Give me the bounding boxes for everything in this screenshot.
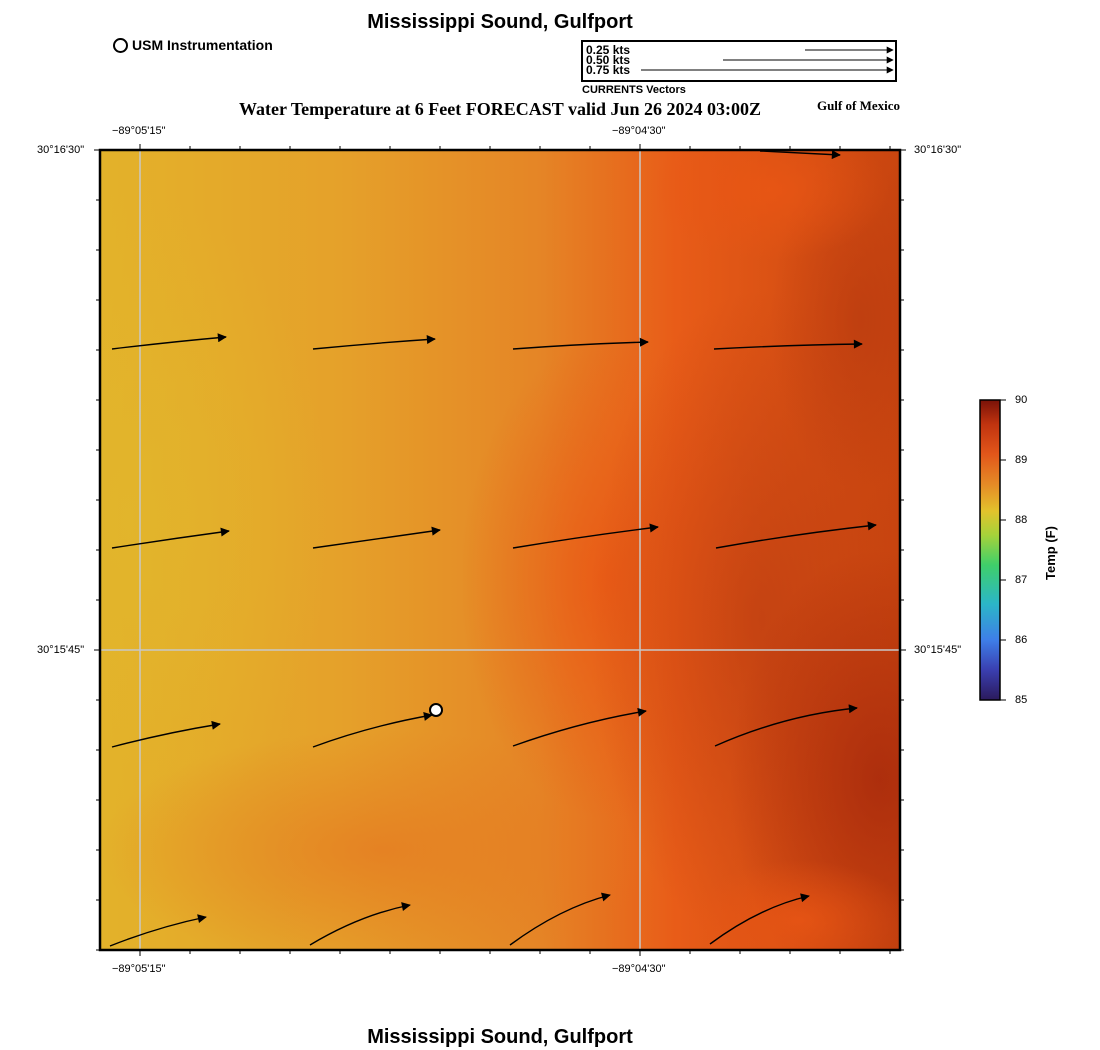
current-vector <box>512 707 647 747</box>
lon-label-bottom-1: −89°05'15" <box>112 963 166 975</box>
current-vectors <box>109 150 877 947</box>
usm-station-marker <box>429 703 443 717</box>
current-vector <box>512 523 659 549</box>
colorbar-tick-85: 85 <box>1015 694 1028 706</box>
lat-label-right-1: 30°16'30" <box>914 144 962 156</box>
map-title-top: Mississippi Sound, Gulfport <box>367 11 633 33</box>
lat-label-left-2: 30°15'45" <box>37 644 85 656</box>
current-vector <box>512 337 649 350</box>
current-vector <box>714 704 858 747</box>
current-vector <box>713 339 863 350</box>
vector-legend-arrows <box>641 46 894 74</box>
colorbar-tick-88: 88 <box>1015 514 1028 526</box>
current-vector <box>759 150 841 160</box>
colorbar <box>979 399 1001 701</box>
main-title: Water Temperature at 6 Feet FORECAST val… <box>239 99 761 119</box>
lon-label-top-1: −89°05'15" <box>112 125 166 137</box>
current-vector <box>709 893 810 945</box>
temperature-field <box>100 150 900 950</box>
colorbar-tick-87: 87 <box>1015 574 1028 586</box>
colorbar-tick-86: 86 <box>1015 634 1028 646</box>
vector-legend-label-1: 0.25 kts <box>586 43 631 57</box>
usm-legend: USM Instrumentation <box>113 37 273 53</box>
lat-label-left-1: 30°16'30" <box>37 144 85 156</box>
current-vector <box>111 527 230 549</box>
colorbar-title: Temp (F) <box>1043 526 1058 580</box>
map-title-bottom: Mississippi Sound, Gulfport <box>367 1026 633 1048</box>
colorbar-tick-90: 90 <box>1015 394 1028 406</box>
current-vector <box>309 902 411 946</box>
colorbar-tick-89: 89 <box>1015 454 1028 466</box>
vector-legend-caption: CURRENTS Vectors <box>582 84 686 96</box>
graticule <box>100 150 900 950</box>
lon-label-bottom-2: −89°04'30" <box>612 963 666 975</box>
vector-legend-label-2: 0.50 kts <box>586 53 631 67</box>
current-vector <box>509 892 611 946</box>
lat-label-right-2: 30°15'45" <box>914 644 962 656</box>
vector-legend-box: 0.25 kts 0.50 kts 0.75 kts <box>581 40 897 82</box>
usm-circle-icon <box>113 37 128 53</box>
current-vector <box>312 711 433 748</box>
current-vector <box>715 521 877 549</box>
usm-legend-label: USM Instrumentation <box>132 37 273 53</box>
current-vector <box>312 335 436 350</box>
current-vector <box>111 720 221 748</box>
current-vector <box>109 914 207 947</box>
frame-ticks <box>94 144 906 956</box>
region-label: Gulf of Mexico <box>816 98 900 113</box>
current-vector <box>312 526 441 549</box>
colorbar-ticks <box>1000 399 1006 701</box>
lon-label-top-2: −89°04'30" <box>612 125 666 137</box>
current-vector <box>111 333 227 350</box>
vector-legend-label-3: 0.75 kts <box>586 63 631 77</box>
